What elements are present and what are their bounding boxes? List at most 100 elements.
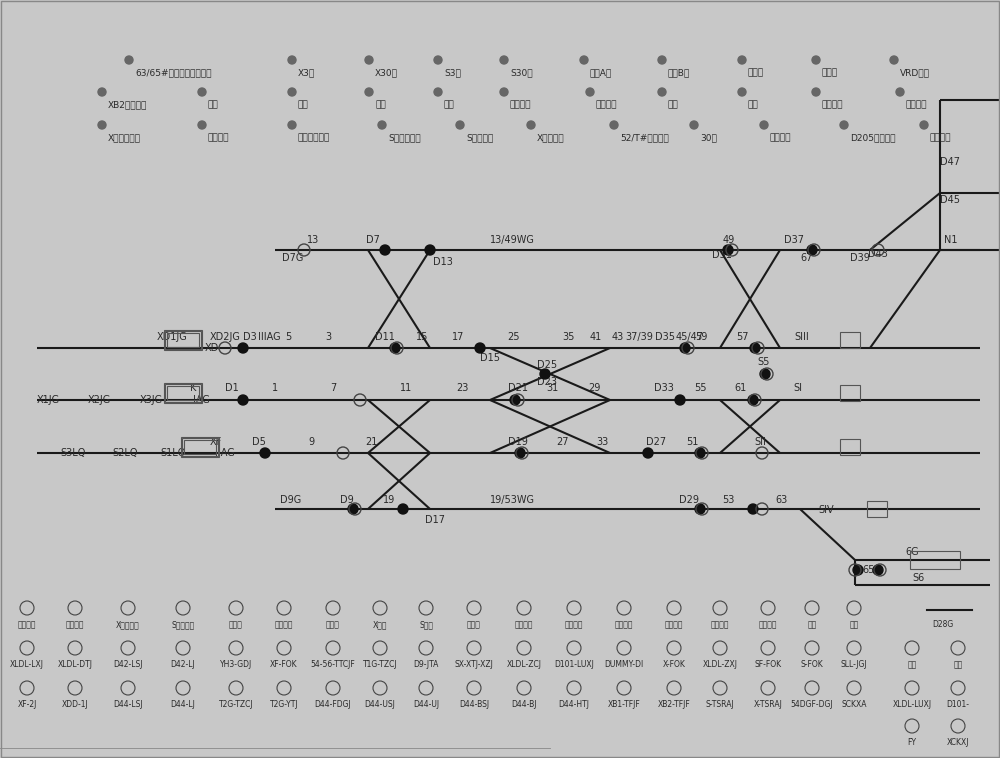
Circle shape	[510, 395, 520, 405]
Circle shape	[748, 395, 758, 405]
Text: SX-XTJ-XZJ: SX-XTJ-XZJ	[455, 660, 493, 669]
Text: 15: 15	[416, 332, 428, 342]
Text: 17: 17	[452, 332, 464, 342]
Text: D42-LJ: D42-LJ	[171, 660, 195, 669]
Text: X2JG: X2JG	[88, 395, 111, 405]
Text: D29: D29	[679, 495, 699, 505]
Circle shape	[348, 504, 358, 514]
Text: 发车: 发车	[444, 100, 455, 109]
Text: D9: D9	[340, 495, 354, 505]
Circle shape	[896, 88, 904, 96]
Circle shape	[98, 121, 106, 129]
Text: 总人解: 总人解	[326, 620, 340, 629]
Circle shape	[380, 245, 390, 255]
Text: 破铅封: 破铅封	[467, 620, 481, 629]
Text: D44-LJ: D44-LJ	[171, 700, 195, 709]
Text: 29: 29	[588, 383, 600, 393]
Text: S引导总锁: S引导总锁	[171, 620, 195, 629]
Text: X-FOK: X-FOK	[663, 660, 685, 669]
Circle shape	[890, 56, 898, 64]
Circle shape	[500, 88, 508, 96]
Circle shape	[434, 56, 442, 64]
Text: X30秒: X30秒	[375, 68, 398, 77]
Text: D43: D43	[868, 249, 888, 259]
Text: D27: D27	[646, 437, 666, 447]
Circle shape	[920, 121, 928, 129]
Text: 55: 55	[694, 383, 706, 393]
Text: 副电源: 副电源	[822, 68, 838, 77]
Text: D21: D21	[508, 383, 528, 393]
Text: XF-FOK: XF-FOK	[270, 660, 298, 669]
Circle shape	[398, 504, 408, 514]
Text: 5: 5	[285, 332, 291, 342]
Text: SLL-JGJ: SLL-JGJ	[841, 660, 867, 669]
Text: D25: D25	[537, 360, 557, 370]
Circle shape	[658, 88, 666, 96]
Text: 61: 61	[734, 383, 746, 393]
Text: D44-UJ: D44-UJ	[413, 700, 439, 709]
Text: 闭塞: 闭塞	[807, 620, 817, 629]
Text: SIII: SIII	[794, 332, 809, 342]
Text: X1JG: X1JG	[37, 395, 60, 405]
Text: 53: 53	[722, 495, 734, 505]
Text: SI: SI	[793, 383, 802, 393]
Circle shape	[98, 88, 106, 96]
Circle shape	[580, 56, 588, 64]
Text: XCKXJ: XCKXJ	[947, 738, 969, 747]
Text: 30秒: 30秒	[700, 133, 717, 142]
Circle shape	[198, 121, 206, 129]
Bar	[164, 330, 202, 350]
Text: FY: FY	[908, 738, 916, 747]
Text: 被道解锁: 被道解锁	[565, 620, 583, 629]
Text: 7: 7	[330, 383, 336, 393]
Text: XDD-1J: XDD-1J	[62, 700, 88, 709]
Text: XLDL-LUXJ: XLDL-LUXJ	[892, 700, 932, 709]
Text: XD2JG: XD2JG	[210, 332, 241, 342]
Text: IIAG: IIAG	[215, 448, 235, 458]
Circle shape	[500, 56, 508, 64]
Text: D44-USJ: D44-USJ	[365, 700, 395, 709]
Text: 54DGF-DGJ: 54DGF-DGJ	[791, 700, 833, 709]
Text: D39: D39	[850, 253, 870, 263]
Text: D9-JTA: D9-JTA	[413, 660, 439, 669]
Text: S30秒: S30秒	[510, 68, 533, 77]
Circle shape	[475, 343, 485, 353]
Text: D15: D15	[480, 353, 500, 363]
Text: 发车: 发车	[748, 100, 759, 109]
Text: S6: S6	[912, 573, 924, 583]
Circle shape	[238, 395, 248, 405]
Text: 51: 51	[686, 437, 698, 447]
Text: 复原: 复原	[849, 620, 859, 629]
Text: 21: 21	[365, 437, 377, 447]
Text: XD1JG: XD1JG	[157, 332, 188, 342]
Text: 热丝报警: 热丝报警	[208, 133, 230, 142]
Circle shape	[643, 448, 653, 458]
Text: 63: 63	[775, 495, 787, 505]
Text: X3JG: X3JG	[140, 395, 163, 405]
Text: D13: D13	[433, 257, 453, 267]
Text: SCKXA: SCKXA	[841, 700, 867, 709]
Text: 仿真调试状态: 仿真调试状态	[298, 133, 330, 142]
Text: 事故: 事故	[907, 660, 917, 669]
Text: IIIAG: IIIAG	[258, 332, 281, 342]
Text: S1LQ: S1LQ	[160, 448, 185, 458]
Text: 接车: 接车	[375, 100, 386, 109]
Text: XLDL-DTJ: XLDL-DTJ	[58, 660, 92, 669]
Bar	[167, 333, 199, 347]
Text: XLDL-ZXJ: XLDL-ZXJ	[702, 660, 738, 669]
Text: D11: D11	[375, 332, 395, 342]
Text: 被道解锁: 被道解锁	[665, 620, 683, 629]
Bar	[165, 384, 201, 402]
Text: 23: 23	[456, 383, 468, 393]
Circle shape	[873, 565, 883, 575]
Text: 45/47: 45/47	[676, 332, 704, 342]
Text: 19: 19	[383, 495, 395, 505]
Text: 13: 13	[307, 235, 319, 245]
Text: T2G-TZCJ: T2G-TZCJ	[219, 700, 253, 709]
Circle shape	[807, 245, 817, 255]
Text: X主灯丝报警: X主灯丝报警	[108, 133, 141, 142]
Text: D3: D3	[243, 332, 257, 342]
Text: X引导总锁: X引导总锁	[116, 620, 140, 629]
Text: DUMMY-DI: DUMMY-DI	[604, 660, 644, 669]
Text: SF-FOK: SF-FOK	[754, 660, 782, 669]
